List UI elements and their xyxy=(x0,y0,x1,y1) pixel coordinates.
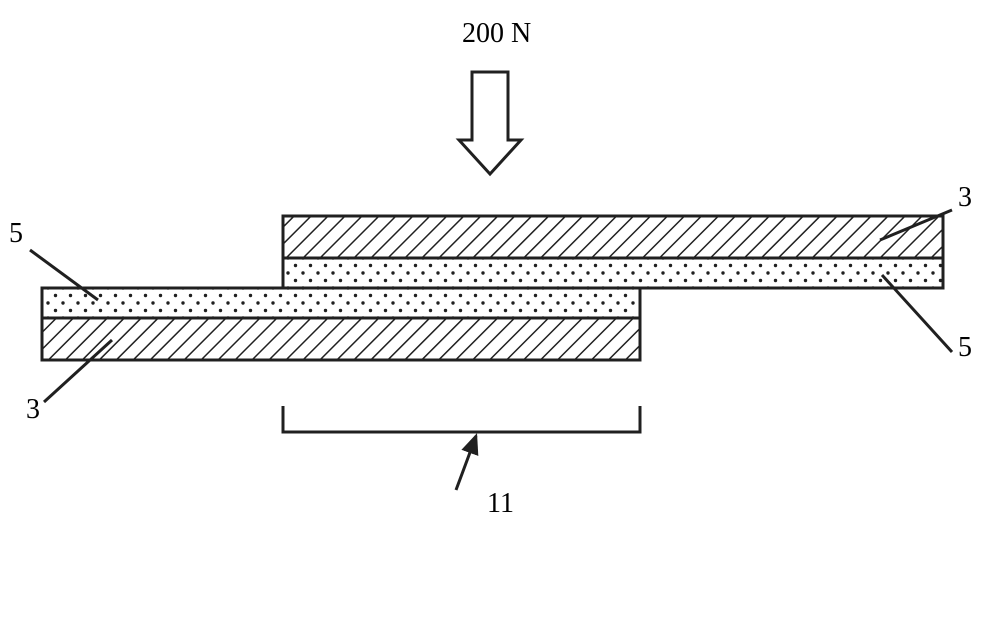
upper-hatched-layer xyxy=(283,216,943,258)
force-label: 200 N xyxy=(462,18,531,50)
upper-dotted-layer xyxy=(283,258,943,288)
ref-5-top-left: 5 xyxy=(9,218,23,250)
force-arrow-icon xyxy=(459,72,521,174)
overlap-bracket xyxy=(283,406,640,432)
leader-11-pointer xyxy=(456,436,476,490)
technical-diagram xyxy=(0,0,1000,638)
lower-hatched-layer xyxy=(42,318,640,360)
lower-dotted-layer xyxy=(42,288,640,318)
ref-3-bottom-left: 3 xyxy=(26,394,40,426)
ref-3-top-right: 3 xyxy=(958,182,972,214)
ref-5-bottom-right: 5 xyxy=(958,332,972,364)
ref-11-bottom: 11 xyxy=(487,488,514,520)
